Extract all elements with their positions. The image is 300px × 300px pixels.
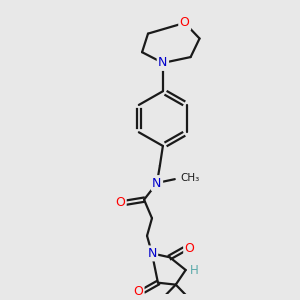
Text: N: N xyxy=(158,56,168,69)
Text: H: H xyxy=(190,265,199,278)
Text: N: N xyxy=(147,247,157,260)
Text: O: O xyxy=(133,285,143,298)
Text: CH₃: CH₃ xyxy=(181,173,200,183)
Text: O: O xyxy=(180,16,190,29)
Text: N: N xyxy=(152,177,162,190)
Text: O: O xyxy=(185,242,195,255)
Text: O: O xyxy=(115,196,125,209)
